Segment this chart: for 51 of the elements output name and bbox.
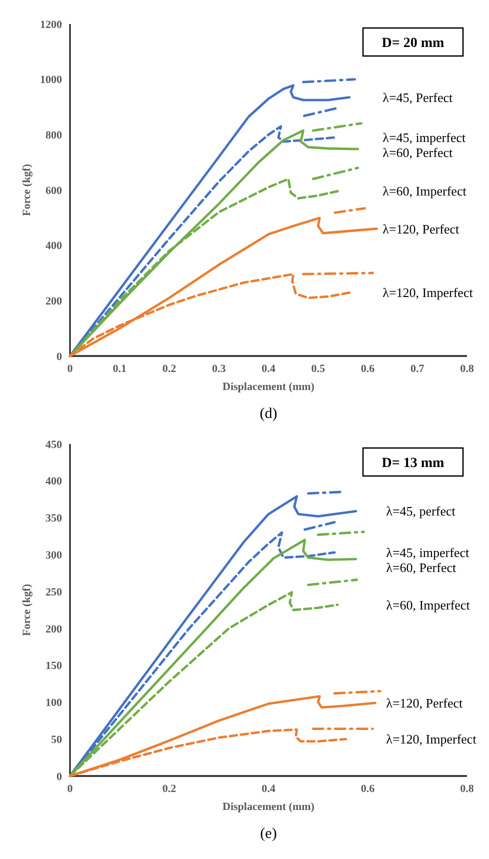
y-tick-label: 400 <box>46 240 62 252</box>
x-tick-label: 0.7 <box>410 363 425 375</box>
y-tick-label: 400 <box>46 476 62 488</box>
x-tick-label: 0.6 <box>360 783 376 795</box>
y-tick-label: 200 <box>46 296 62 308</box>
y-tick-label: 50 <box>51 734 62 746</box>
text: λ=120, Imperfect <box>382 284 474 300</box>
text: λ=60, Imperfect <box>386 597 470 612</box>
x-tick-label: 0.5 <box>311 363 326 375</box>
x-tick-label: 0.2 <box>162 783 177 795</box>
y-tick-label: 300 <box>46 550 62 562</box>
series-label: λ=120, Perfect <box>386 696 463 711</box>
y-tick-label: 100 <box>46 697 62 710</box>
annotation: D= 20 mm <box>382 36 445 51</box>
text: λ=60, Imperfect <box>382 184 467 199</box>
y-axis-title: Force (kgf) <box>21 164 33 216</box>
text: λ=45, perfect <box>386 504 456 519</box>
x-tick-label: 0.6 <box>360 363 376 375</box>
x-tick-label: 0.2 <box>162 363 177 375</box>
y-tick-label: 200 <box>46 623 62 636</box>
y-tick-label: 150 <box>46 660 62 672</box>
y-tick-label: 600 <box>46 184 62 197</box>
x-tick-label: 0.4 <box>262 363 276 375</box>
annotation: D= 13 mm <box>382 456 445 471</box>
text: λ=45, Perfect <box>382 90 454 105</box>
text: λ=45, imperfect <box>386 545 470 560</box>
x-tick-label: 0.4 <box>262 783 276 795</box>
y-tick-label: 350 <box>46 512 62 525</box>
y-tick-label: 450 <box>46 438 62 451</box>
x-tick-label: 0.3 <box>212 363 226 375</box>
y-tick-label: 1000 <box>40 74 62 86</box>
x-axis-title: Displacement (mm) <box>222 381 315 393</box>
x-tick-label: 0.8 <box>460 363 474 375</box>
x-axis-title: Displacement (mm) <box>222 801 315 813</box>
x-tick-label: 0 <box>67 363 74 375</box>
series-label: λ=120, Perfect <box>382 221 460 236</box>
series-label: λ=60, Perfect <box>382 144 454 160</box>
y-tick-label: 800 <box>46 130 62 142</box>
text: (d) <box>260 406 278 422</box>
y-tick-label: 1200 <box>40 18 62 31</box>
y-tick-label: 0 <box>56 770 62 783</box>
y-tick-label: 0 <box>56 350 62 363</box>
text: (e) <box>260 826 277 842</box>
x-tick-label: 0.1 <box>112 363 126 375</box>
y-tick-label: 250 <box>46 586 62 598</box>
x-tick-label: 0.8 <box>460 783 474 795</box>
y-axis-title: Force (kgf) <box>21 584 33 636</box>
text: λ=45, imperfect <box>382 130 466 145</box>
text: λ=60, Perfect <box>386 560 456 576</box>
text: λ=120, Imperfect <box>386 732 477 747</box>
x-tick-label: 0 <box>67 783 74 795</box>
